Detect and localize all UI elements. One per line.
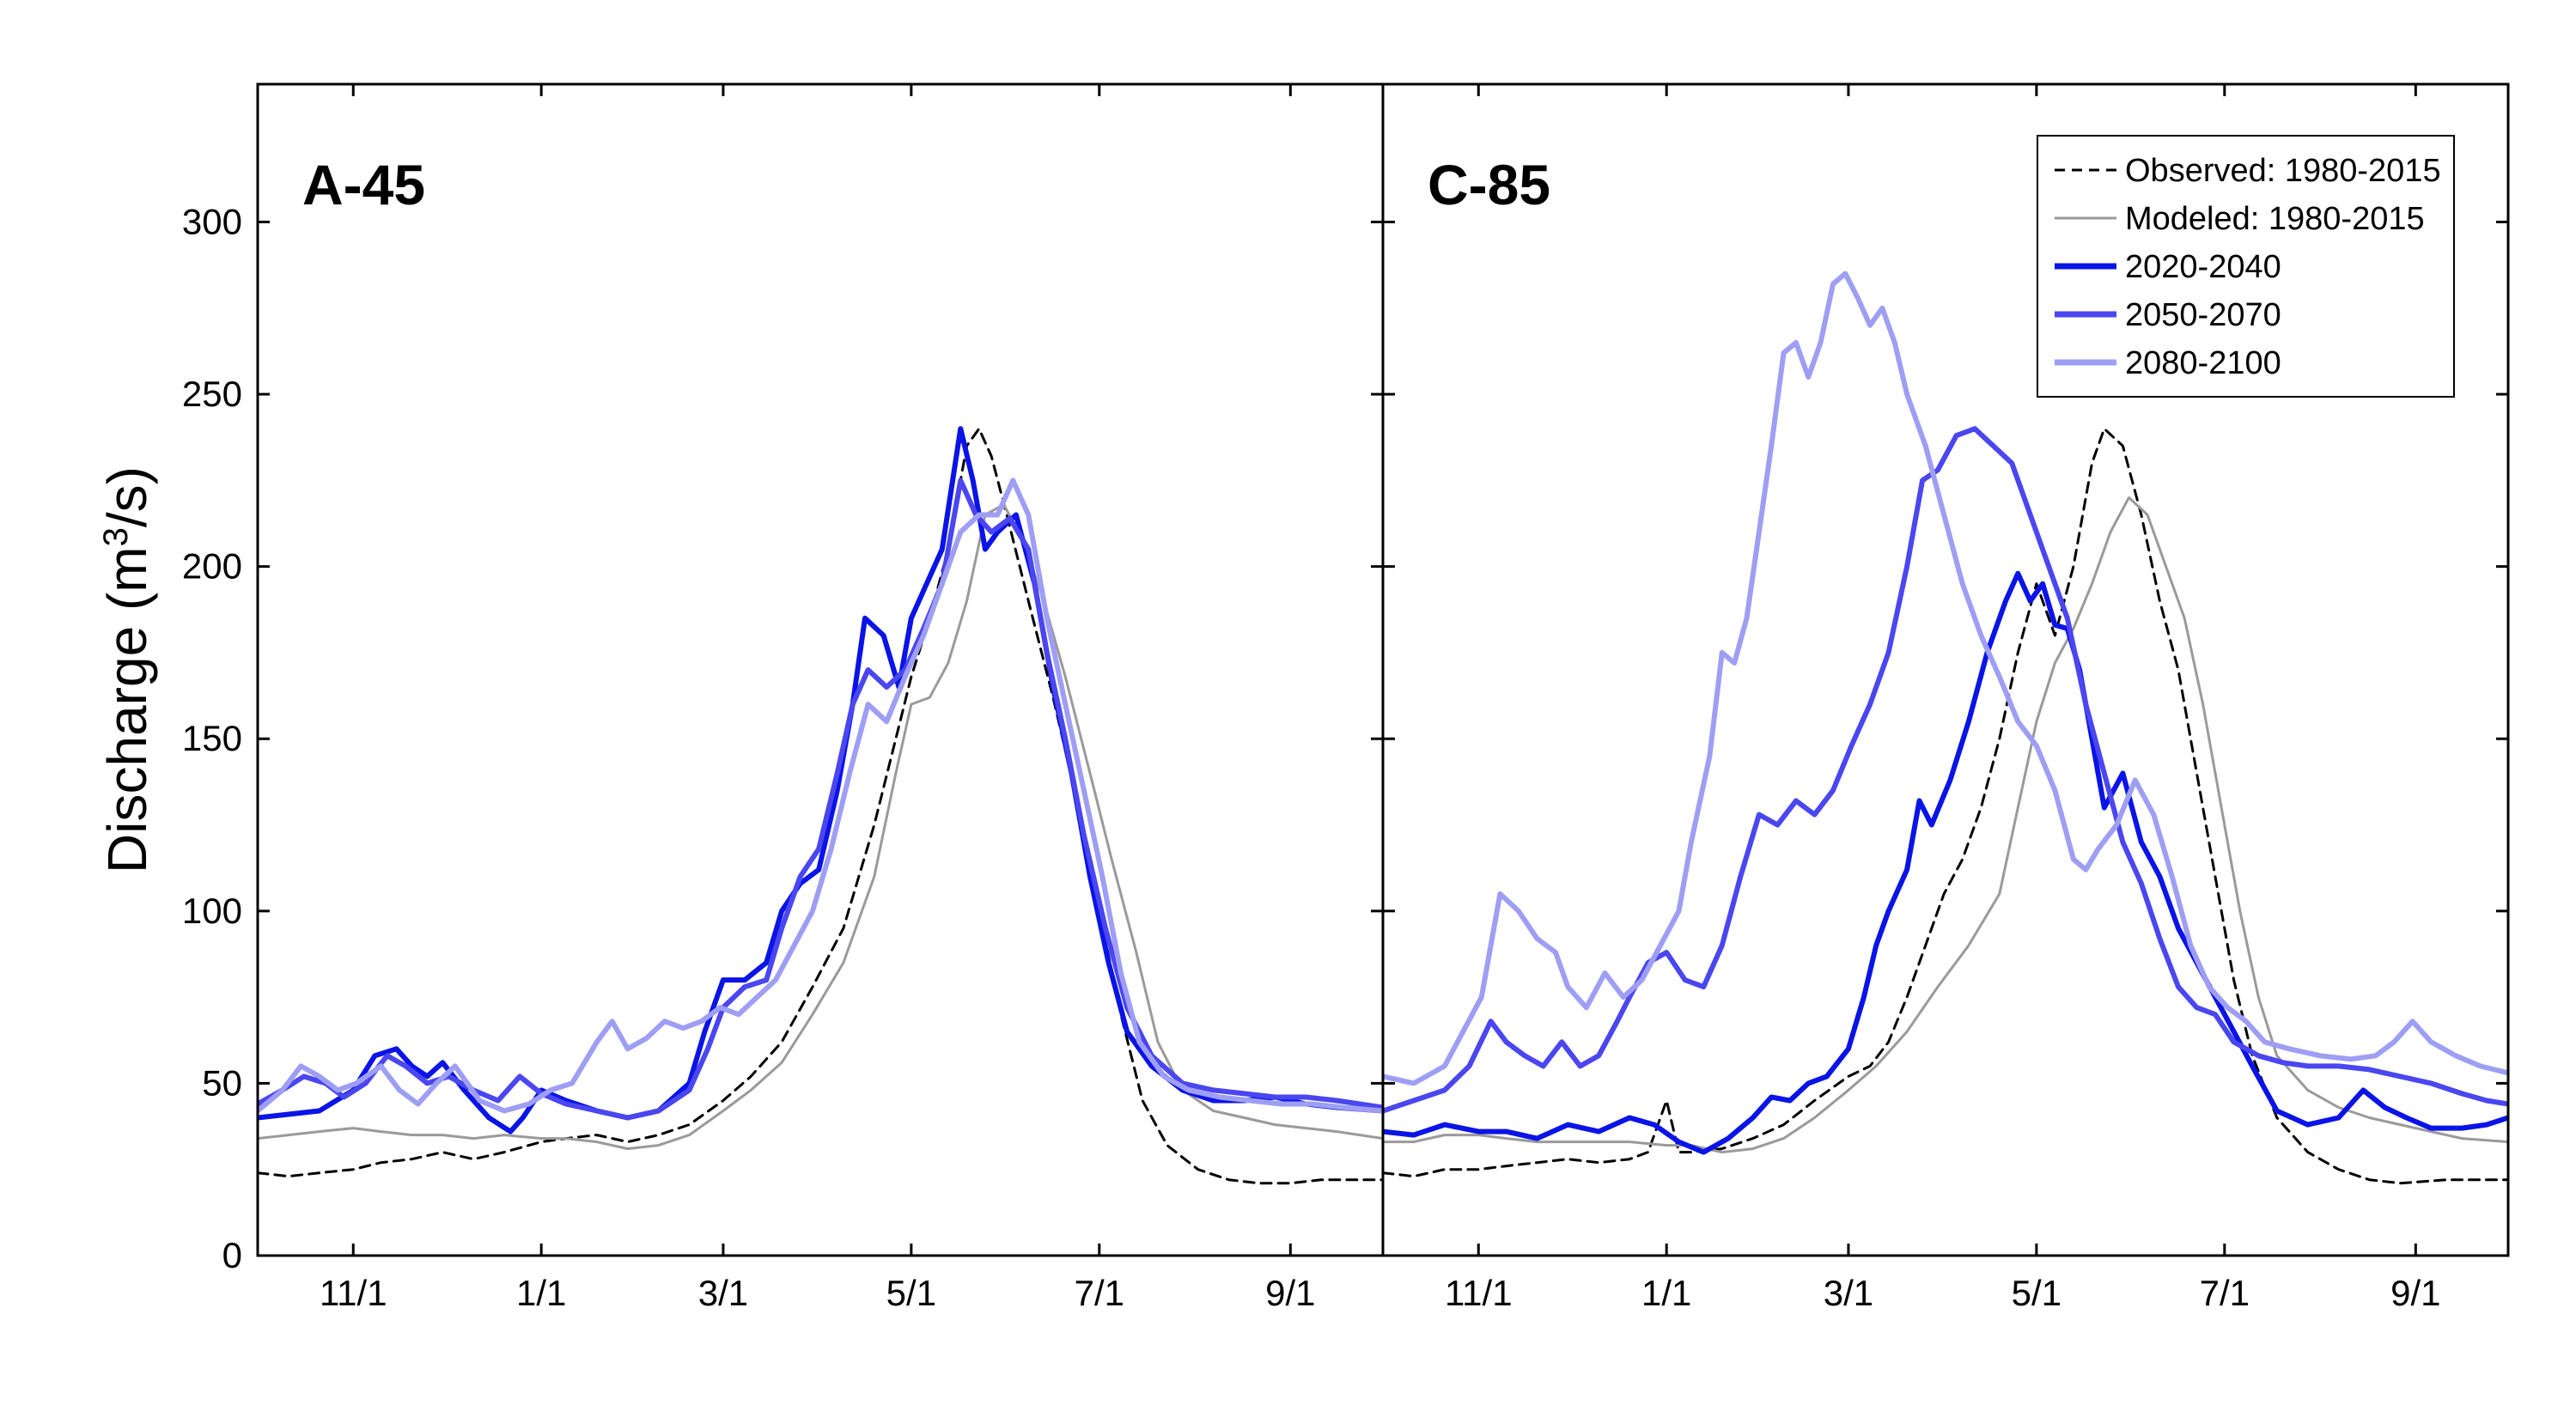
- legend-entry-label: Observed: 1980-2015: [2125, 153, 2441, 189]
- legend-entry-label: 2050-2070: [2125, 297, 2281, 333]
- legend-entry-label: Modeled: 1980-2015: [2125, 201, 2425, 237]
- series-line-modeled-1980-2015: [258, 502, 1383, 1151]
- y-tick-label: 0: [222, 1235, 242, 1275]
- x-tick-label: 7/1: [2200, 1273, 2250, 1313]
- y-tick-label: 50: [202, 1062, 242, 1103]
- legend: Observed: 1980-2015 Modeled: 1980-2015 202…: [2037, 135, 2455, 398]
- tick-marks: [258, 84, 2508, 1257]
- series-line-observed-1980-2015: [258, 427, 1383, 1185]
- y-axis-label: Discharge (m3/s): [96, 466, 158, 873]
- y-tick-label: 150: [182, 718, 242, 758]
- series-lines: [258, 426, 1383, 1185]
- axes-frames: [256, 82, 2510, 1257]
- y-axis-label-main: Discharge (m: [96, 546, 158, 873]
- legend-entry-label: 2080-2100: [2125, 345, 2281, 381]
- series-lines: [1383, 271, 2508, 1185]
- x-tick-label: 3/1: [1824, 1273, 1873, 1313]
- panel-label: C-85: [1428, 153, 1550, 216]
- x-tick-label: 11/1: [320, 1273, 387, 1313]
- legend-entry-label: 2020-2040: [2125, 249, 2281, 285]
- panel-a45: [258, 426, 1383, 1185]
- x-tick-label: 3/1: [698, 1273, 748, 1313]
- x-tick-label: 9/1: [1265, 1273, 1315, 1313]
- x-tick-label: 11/1: [1445, 1273, 1513, 1313]
- x-tick-label: 1/1: [1641, 1273, 1691, 1313]
- panel-label: A-45: [302, 153, 425, 216]
- axes-frame: [1381, 82, 2510, 1257]
- y-tick-label: 300: [182, 201, 242, 241]
- y-tick-label: 100: [182, 891, 242, 931]
- series-line-observed-1980-2015: [1383, 427, 2508, 1185]
- panel-c85: [1383, 271, 2508, 1185]
- series-line-2080-2100: [258, 477, 1383, 1114]
- y-tick-label: 250: [182, 374, 242, 414]
- y-tick-label: 200: [182, 546, 242, 587]
- series-line-2080-2100: [1383, 271, 2508, 1086]
- x-tick-label: 5/1: [2012, 1273, 2061, 1313]
- x-tick-label: 7/1: [1075, 1273, 1124, 1313]
- tick-labels: 11/1 1/1 3/1 5/1 7/1 9/1 0 50 100 150 200 250 300 A-4…: [182, 153, 2441, 1313]
- x-tick-label: 5/1: [886, 1273, 936, 1313]
- series-line-2050-2070: [258, 477, 1383, 1121]
- y-axis-label-superscript: 3: [97, 527, 135, 546]
- x-tick-label: 1/1: [516, 1273, 566, 1313]
- y-axis-label-unit: /s): [96, 466, 158, 527]
- x-tick-label: 9/1: [2390, 1273, 2440, 1313]
- series-line-modeled-1980-2015: [1383, 496, 2508, 1154]
- series-line-2050-2070: [1383, 426, 2508, 1114]
